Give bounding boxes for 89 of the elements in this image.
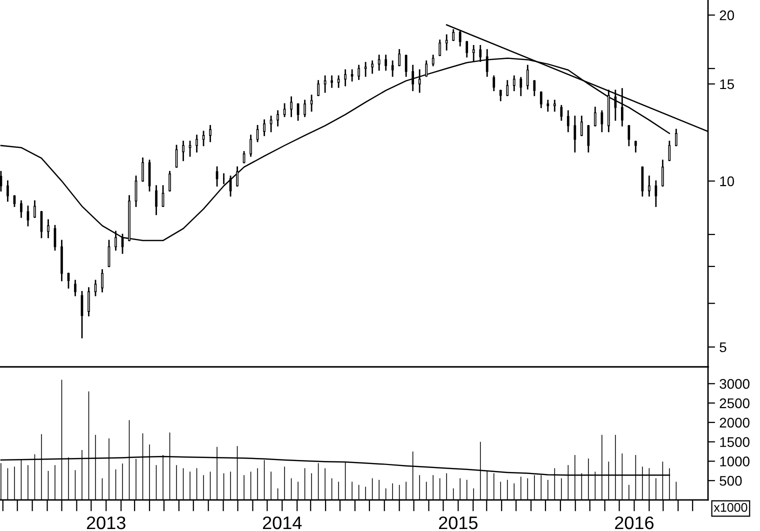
- candlestick: [391, 60, 394, 77]
- candlestick: [26, 206, 30, 226]
- candlestick: [533, 80, 536, 96]
- candlestick: [398, 49, 401, 66]
- candlestick: [620, 88, 624, 126]
- candlestick: [350, 69, 354, 82]
- candlestick: [209, 125, 212, 142]
- y-tick-label: 2500: [720, 398, 750, 408]
- candlestick: [560, 104, 563, 121]
- candlestick: [378, 54, 380, 71]
- x-tick-label: 2014: [262, 516, 302, 530]
- candlestick: [324, 75, 326, 93]
- candlestick: [337, 75, 340, 88]
- candlestick: [580, 116, 583, 136]
- x-tick-label: 2016: [615, 516, 654, 530]
- candlestick: [384, 54, 388, 71]
- candlestick: [155, 185, 158, 216]
- candlestick: [358, 64, 360, 80]
- candlestick: [317, 80, 320, 96]
- candlestick: [674, 128, 678, 146]
- candlestick: [304, 100, 306, 118]
- candlestick: [34, 200, 36, 218]
- candlestick: [47, 219, 50, 238]
- candlestick: [20, 200, 22, 218]
- y-tick-label: 3000: [720, 378, 750, 389]
- candlestick: [641, 166, 644, 197]
- candlestick: [263, 119, 266, 136]
- candlestick: [499, 90, 502, 102]
- candlestick: [250, 134, 252, 157]
- candlestick: [290, 96, 292, 118]
- candlestick: [432, 54, 434, 66]
- y-tick-label: 1000: [720, 456, 750, 466]
- candlestick: [0, 170, 2, 192]
- candlestick: [438, 40, 442, 56]
- candlestick: [587, 125, 590, 152]
- y-tick-label: 500: [720, 476, 742, 486]
- candlestick: [202, 130, 205, 146]
- candlestick: [628, 125, 630, 146]
- candlestick: [546, 100, 550, 112]
- candlestick: [425, 60, 428, 77]
- candlestick: [574, 116, 576, 152]
- candlestick: [466, 40, 468, 58]
- y-tick-label: 10: [720, 176, 734, 186]
- candlestick: [458, 30, 462, 46]
- candlestick: [6, 180, 9, 202]
- candlestick: [168, 170, 171, 192]
- candlestick: [101, 269, 104, 292]
- candlestick: [506, 80, 509, 96]
- candlestick: [276, 110, 279, 126]
- candlestick: [452, 29, 455, 41]
- candlestick: [404, 54, 408, 77]
- y-tick-label: 2000: [720, 418, 750, 428]
- y-tick-label: 5: [720, 342, 726, 352]
- y-tick-label: 15: [720, 79, 734, 90]
- candlestick: [310, 94, 313, 112]
- candlestick: [566, 110, 570, 132]
- candlestick: [371, 60, 374, 74]
- candlestick: [654, 180, 658, 207]
- candlestick: [553, 100, 556, 112]
- candlestick: [600, 110, 604, 132]
- candlestick: [412, 64, 414, 92]
- candlestick: [74, 280, 76, 296]
- candlestick: [418, 69, 421, 93]
- candlestick: [344, 69, 347, 86]
- candlestick: [182, 140, 184, 162]
- candlestick: [614, 90, 617, 121]
- candlestick: [648, 176, 650, 197]
- candlestick: [661, 160, 664, 187]
- candlestick: [526, 64, 529, 90]
- candlestick: [668, 140, 671, 162]
- candlestick: [634, 140, 637, 152]
- y-tick-label: 20: [720, 10, 734, 20]
- y-tick-label: 1500: [720, 437, 750, 447]
- candlestick: [88, 287, 90, 316]
- candlestick: [512, 75, 516, 92]
- candlestick: [236, 166, 238, 187]
- candlestick: [594, 106, 596, 126]
- candlestick: [445, 34, 448, 50]
- x-tick-label: 2015: [439, 516, 478, 530]
- candlestick: [492, 75, 496, 92]
- text: x1000: [714, 502, 748, 512]
- candlestick: [540, 91, 542, 108]
- candlestick: [142, 158, 144, 182]
- candlestick: [196, 134, 198, 152]
- candlestick: [188, 140, 192, 157]
- candlestick: [364, 62, 367, 77]
- x-tick-label: 2013: [86, 516, 126, 530]
- candlestick: [520, 76, 522, 96]
- candlestick: [330, 75, 334, 88]
